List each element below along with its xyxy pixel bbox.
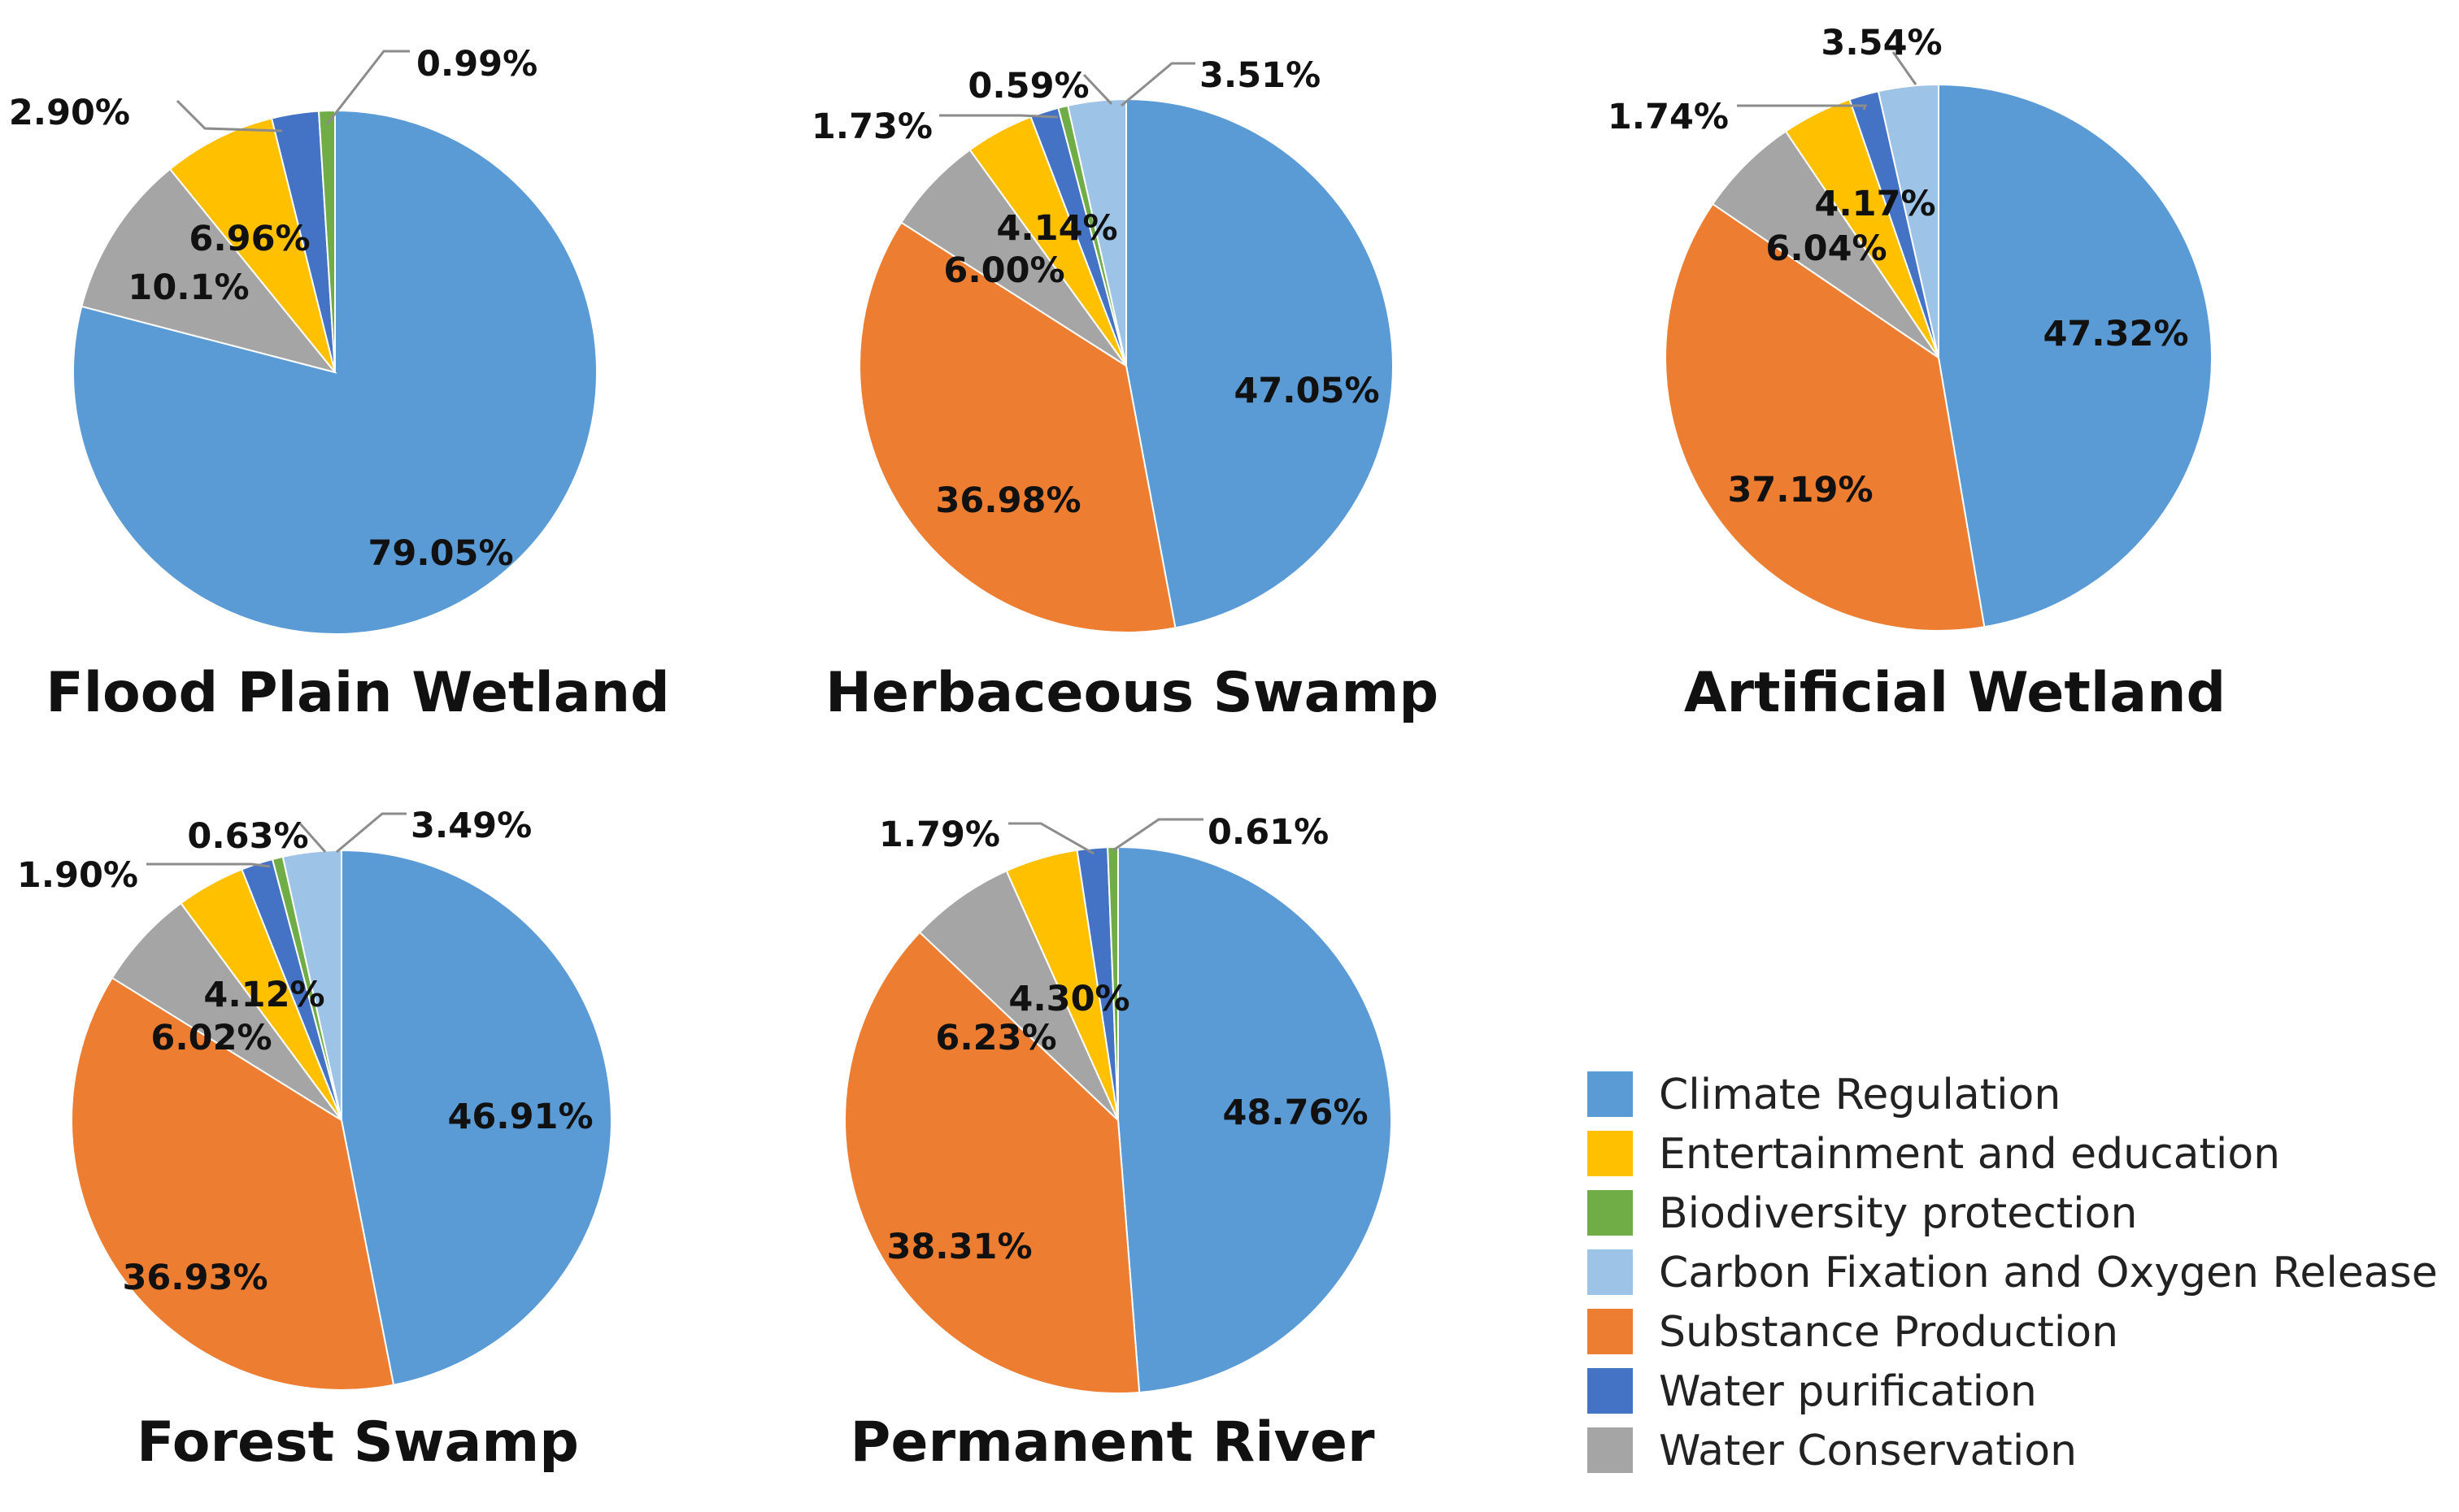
- data-label-water-purification: 1.73%: [812, 106, 933, 147]
- pie-slice-climate: [1938, 83, 2213, 628]
- pie-chart: 47.32% 37.19% 6.04%4.17% 1.74% 3.54% Artifici…: [1608, 23, 2226, 725]
- leader-line: [1121, 62, 1195, 107]
- legend-swatch-water-conservation: [1587, 1427, 1633, 1473]
- data-label-entertainment: 4.30%: [1008, 979, 1129, 1019]
- pie-slice-carbon: [1877, 83, 1939, 358]
- legend-label-substance: Substance Production: [1659, 1308, 2118, 1357]
- legend-swatch-carbon: [1587, 1249, 1633, 1295]
- legend: Climate Regulation Entertainment and educ…: [1587, 1071, 2438, 1475]
- pie-slice-water-conservation: [900, 148, 1127, 367]
- data-label-carbon: 3.49%: [411, 806, 532, 846]
- legend-swatch-substance: [1587, 1309, 1633, 1354]
- pie-slice-carbon: [1067, 98, 1127, 367]
- leader-line: [1112, 818, 1203, 852]
- pie-slice-water-conservation: [1711, 130, 1939, 358]
- pie-chart: 48.76% 38.31% 6.23%4.30% 1.79% 0.61% Permanen…: [844, 812, 1392, 1475]
- pie-slice-substance: [71, 976, 395, 1391]
- pie-slice-carbon: [281, 849, 342, 1121]
- data-label-water-conservation: 6.23%: [935, 1018, 1056, 1058]
- data-label-carbon: 3.54%: [1821, 23, 1942, 63]
- pie-slice-biodiversity: [317, 109, 336, 373]
- data-label-substance: 36.93%: [122, 1258, 268, 1298]
- pie-slice-substance: [1665, 202, 1986, 632]
- pie-chart: 79.05% 10.1% 6.96% 2.90% 0.99% Flood Plain We…: [9, 44, 670, 725]
- pie-slice-entertainment: [168, 117, 336, 373]
- data-label-water-conservation: 6.02%: [150, 1018, 272, 1058]
- legend-label-climate: Climate Regulation: [1659, 1071, 2061, 1119]
- pie-slice-climate: [341, 849, 612, 1386]
- data-label-entertainment: 4.17%: [1814, 184, 1935, 224]
- pie-title: Forest Swamp: [137, 1410, 579, 1475]
- pie-slice-water-conservation: [81, 167, 337, 374]
- data-label-entertainment: 4.12%: [203, 975, 324, 1015]
- data-label-water-purification: 2.90%: [9, 93, 130, 133]
- data-label-carbon: 3.51%: [1199, 55, 1321, 96]
- pie-title: Flood Plain Wetland: [46, 661, 669, 725]
- pie-slice-water-conservation: [918, 870, 1119, 1121]
- data-label-water-purification: 1.74%: [1608, 97, 1729, 137]
- legend-swatch-biodiversity: [1587, 1190, 1633, 1236]
- pie-slice-climate: [1125, 98, 1394, 629]
- leader-line: [336, 812, 407, 854]
- pie-title: Herbaceous Swamp: [825, 661, 1438, 725]
- pie-slice-substance: [844, 931, 1141, 1394]
- leader-line: [298, 822, 327, 853]
- legend-label-water-conservation: Water Conservation: [1659, 1427, 2077, 1475]
- data-label-substance: 37.19%: [1727, 470, 1873, 511]
- leader-line: [325, 50, 410, 125]
- data-label-climate: 79.05%: [368, 533, 513, 574]
- leader-line: [146, 862, 271, 868]
- data-label-water-purification: 1.79%: [879, 815, 1000, 855]
- legend-label-carbon: Carbon Fixation and Oxygen Release: [1659, 1249, 2438, 1297]
- leader-line: [1737, 104, 1868, 111]
- data-label-water-conservation: 6.00%: [943, 250, 1064, 291]
- data-label-entertainment: 6.96%: [189, 219, 310, 259]
- pie-slice-substance: [859, 221, 1177, 633]
- data-label-climate: 48.76%: [1222, 1093, 1368, 1133]
- data-label-water-conservation: 10.1%: [128, 267, 249, 308]
- data-label-biodiversity: 0.59%: [968, 66, 1089, 106]
- pie-slice-water-conservation: [111, 902, 342, 1121]
- pie-title: Permanent River: [850, 1410, 1374, 1475]
- pie-title: Artificial Wetland: [1684, 661, 2226, 725]
- data-label-entertainment: 4.14%: [996, 208, 1117, 249]
- data-label-water-purification: 1.90%: [17, 855, 138, 896]
- leader-line: [1008, 822, 1095, 855]
- data-label-water-conservation: 6.04%: [1765, 228, 1887, 269]
- legend-swatch-water-purification: [1587, 1368, 1633, 1414]
- pie-chart: 47.05% 36.98% 6.00%4.14% 1.73% 0.59% 3.51% Her…: [812, 55, 1438, 725]
- leader-line: [176, 99, 283, 133]
- legend-label-entertainment: Entertainment and education: [1659, 1130, 2280, 1179]
- leader-line: [1082, 73, 1113, 106]
- leader-line: [1891, 51, 1917, 85]
- data-label-biodiversity: 0.61%: [1208, 812, 1329, 853]
- legend-label-water-purification: Water purification: [1659, 1367, 2037, 1416]
- pie-slice-climate: [1117, 845, 1392, 1394]
- data-label-climate: 46.91%: [447, 1097, 593, 1137]
- data-label-climate: 47.32%: [2043, 314, 2188, 354]
- data-label-biodiversity: 0.63%: [187, 816, 308, 857]
- data-label-substance: 36.98%: [935, 480, 1081, 521]
- legend-swatch-entertainment: [1587, 1131, 1633, 1176]
- data-label-climate: 47.05%: [1234, 371, 1379, 411]
- pie-chart: 46.91% 36.93% 6.02%4.12% 1.90% 0.63% 3.49% For…: [17, 806, 612, 1475]
- legend-swatch-climate: [1587, 1071, 1633, 1117]
- legend-label-biodiversity: Biodiversity protection: [1659, 1189, 2137, 1238]
- data-label-substance: 38.31%: [886, 1227, 1032, 1267]
- data-label-biodiversity: 0.99%: [416, 44, 537, 85]
- leader-line: [939, 114, 1059, 119]
